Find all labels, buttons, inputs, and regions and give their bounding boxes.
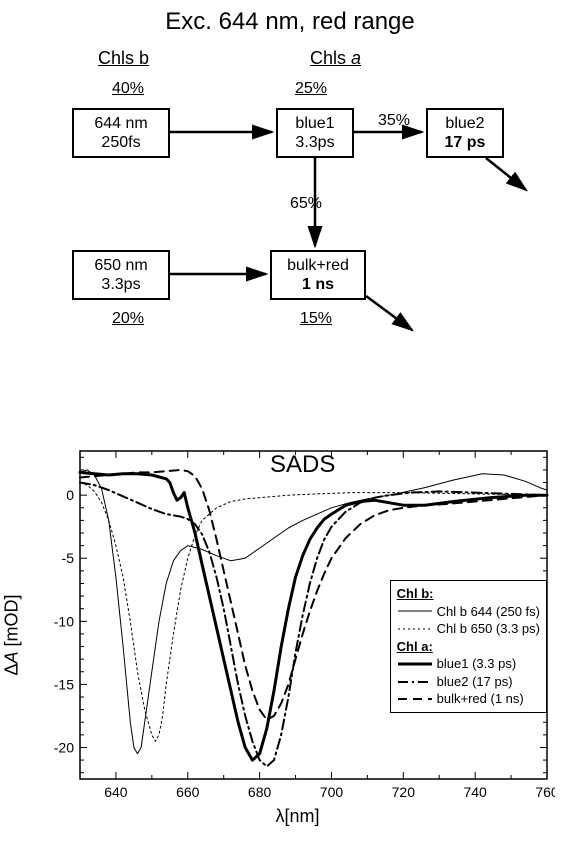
legend-swatch xyxy=(397,692,433,706)
pct-25: 25% xyxy=(295,80,327,98)
legend-header-chla: Chl a: xyxy=(397,638,540,656)
legend-item: blue1 (3.3 ps) xyxy=(397,655,540,673)
svg-text:700: 700 xyxy=(320,784,344,800)
chart-legend: Chl b:Chl b 644 (250 fs)Chl b 650 (3.3 p… xyxy=(390,580,547,713)
y-axis-label: ΔA [mOD] xyxy=(2,594,23,675)
chart-container: 6406606807007207407600-5-10-15-20 ΔA [mO… xyxy=(40,445,555,825)
svg-text:-15: -15 xyxy=(54,676,74,692)
box-line: 644 nm xyxy=(80,114,162,133)
legend-swatch xyxy=(397,675,433,689)
legend-item: Chl b 650 (3.3 ps) xyxy=(397,620,540,638)
legend-swatch xyxy=(397,604,433,618)
box-line: 1 ns xyxy=(278,275,358,294)
svg-text:-10: -10 xyxy=(54,613,74,629)
box-line: 650 nm xyxy=(80,256,162,275)
legend-label: blue2 (17 ps) xyxy=(437,673,513,691)
chlb-group-label: Chls b xyxy=(98,48,149,69)
legend-item: Chl b 644 (250 fs) xyxy=(397,603,540,621)
box-line: 3.3ps xyxy=(284,133,346,152)
box-line: 17 ps xyxy=(434,133,496,152)
legend-label: blue1 (3.3 ps) xyxy=(437,655,517,673)
box-bulkred: bulk+red 1 ns xyxy=(270,250,366,300)
pct-20: 20% xyxy=(112,310,144,328)
x-axis-label: λ[nm] xyxy=(275,806,319,827)
box-blue2: blue2 17 ps xyxy=(426,108,504,158)
svg-text:-5: -5 xyxy=(62,550,75,566)
box-line: 3.3ps xyxy=(80,275,162,294)
svg-text:680: 680 xyxy=(248,784,272,800)
box-line: bulk+red xyxy=(278,256,358,275)
chart-title: SADS xyxy=(270,451,335,479)
box-line: 250fs xyxy=(80,133,162,152)
svg-text:0: 0 xyxy=(66,487,74,503)
box-line: blue1 xyxy=(284,114,346,133)
legend-header-chlb: Chl b: xyxy=(397,585,540,603)
box-644nm: 644 nm 250fs xyxy=(72,108,170,158)
pct-65: 65% xyxy=(290,195,322,213)
box-line: blue2 xyxy=(434,114,496,133)
legend-swatch xyxy=(397,657,433,671)
svg-text:760: 760 xyxy=(535,784,555,800)
svg-text:740: 740 xyxy=(463,784,487,800)
legend-label: Chl b 644 (250 fs) xyxy=(437,603,540,621)
box-blue1: blue1 3.3ps xyxy=(276,108,354,158)
svg-text:640: 640 xyxy=(104,784,128,800)
svg-text:660: 660 xyxy=(176,784,200,800)
legend-item: blue2 (17 ps) xyxy=(397,673,540,691)
legend-label: Chl b 650 (3.3 ps) xyxy=(437,620,540,638)
pct-35: 35% xyxy=(378,112,410,130)
legend-item: bulk+red (1 ns) xyxy=(397,690,540,708)
svg-text:-20: -20 xyxy=(54,739,74,755)
chla-group-label: Chls a xyxy=(310,48,361,69)
box-650nm: 650 nm 3.3ps xyxy=(72,250,170,300)
page-title: Exc. 644 nm, red range xyxy=(0,8,580,36)
legend-label: bulk+red (1 ns) xyxy=(437,690,524,708)
svg-text:720: 720 xyxy=(392,784,416,800)
pct-40: 40% xyxy=(112,80,144,98)
legend-swatch xyxy=(397,622,433,636)
pct-15: 15% xyxy=(300,310,332,328)
